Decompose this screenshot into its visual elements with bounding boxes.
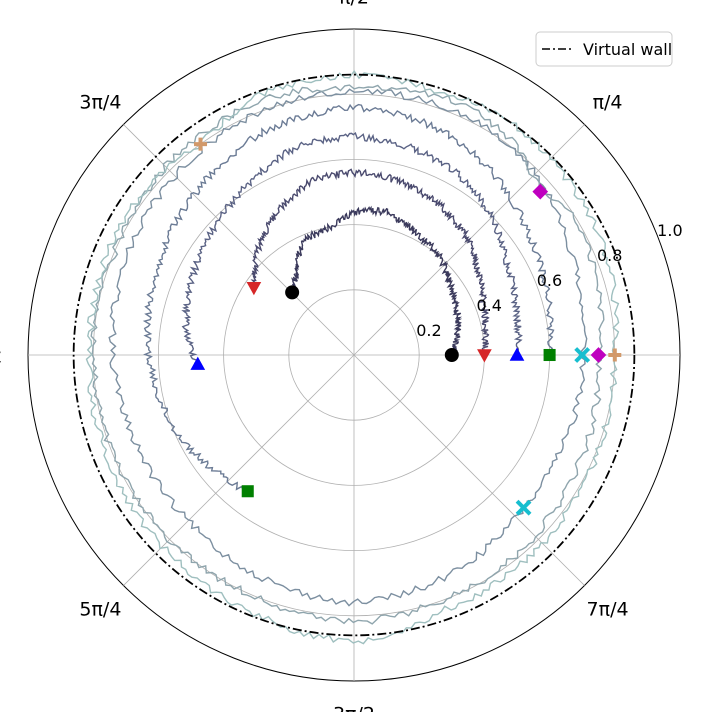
r-gridline <box>288 289 420 421</box>
series-line-7 <box>85 69 620 645</box>
marker-square-4-2 <box>241 485 254 498</box>
legend: Virtual wall <box>535 31 673 67</box>
marker-x-5-1 <box>574 347 591 363</box>
theta-gridline <box>123 124 355 356</box>
series-line-4 <box>142 103 555 493</box>
series-line-2 <box>250 168 490 356</box>
marker-plus-7-1 <box>608 348 622 362</box>
theta-gridline <box>123 354 355 586</box>
marker-triangle-down-2-1 <box>477 349 492 363</box>
virtual-wall-circle <box>72 73 636 637</box>
theta-tick-label: π/2 <box>339 0 369 8</box>
r-tick-label: 1.0 <box>657 221 682 240</box>
theta-gridline <box>353 354 585 586</box>
marker-diamond-6-2 <box>532 183 549 200</box>
marker-triangle-up-3-1 <box>509 347 525 361</box>
marker-diamond-6-1 <box>590 347 607 363</box>
legend-label-virtual-wall: Virtual wall <box>583 40 672 59</box>
r-tick-label: 0.2 <box>416 321 441 340</box>
theta-tick-label: 3π/2 <box>333 704 375 712</box>
marker-plus-7-2 <box>194 137 208 151</box>
marker-circle-1-2 <box>285 285 300 300</box>
marker-group <box>190 137 622 516</box>
theta-tick-label: π <box>0 345 1 367</box>
series-line-5 <box>108 88 588 607</box>
theta-tick-label: 5π/4 <box>79 599 121 621</box>
theta-tick-label: 3π/4 <box>79 91 121 113</box>
marker-triangle-up-3-2 <box>190 356 206 370</box>
r-tick-label: 0.6 <box>537 271 562 290</box>
r-tick-label: 0.8 <box>597 246 622 265</box>
theta-tick-label: π/4 <box>593 91 623 113</box>
legend-box <box>535 31 673 67</box>
series-line-3 <box>181 131 523 365</box>
r-tick-label: 0.4 <box>476 296 501 315</box>
theta-tick-label: 7π/4 <box>587 599 629 621</box>
virtual-wall-group <box>72 73 636 637</box>
marker-square-4-1 <box>543 348 556 362</box>
marker-x-5-2 <box>515 499 532 516</box>
marker-circle-1-1 <box>444 348 459 362</box>
series-group <box>85 69 620 645</box>
marker-triangle-down-2-2 <box>246 282 262 296</box>
series-line-1 <box>290 205 463 356</box>
